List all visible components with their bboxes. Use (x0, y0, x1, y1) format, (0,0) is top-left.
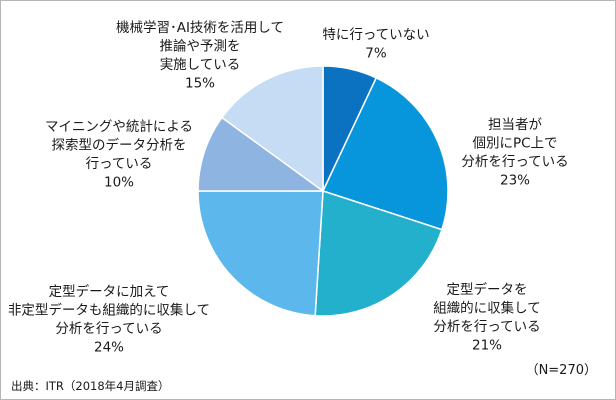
pie-slice-2 (321, 76, 449, 231)
source-note: 出典：ITR（2018年4月調査） (11, 379, 170, 393)
slice-label-line: マイニングや統計による (45, 119, 193, 135)
slice-label-5: マイニングや統計による探索型のデータ分析を行っている 10% (45, 119, 193, 191)
pie-slice-6 (220, 65, 324, 193)
pie-slice-4 (197, 190, 324, 317)
slice-label-line: 分析を行っている (461, 154, 568, 170)
slice-value-label: 24% (94, 340, 124, 356)
slice-label-line: 担当者が (488, 117, 542, 133)
sample-size-note: （N=270） (525, 363, 597, 378)
slice-value-label: 7% (365, 46, 387, 62)
slice-label-6: 機械学習･AI技術を活用して推論や予測を実施している 15% (116, 20, 284, 92)
slice-value-label: 21% (472, 338, 502, 354)
slice-label-line: 分析を行っている (55, 321, 162, 337)
slice-label-line: 特に行っていない (322, 27, 429, 43)
slice-label-2: 担当者が個別にPC上で分析を行っている 23% (461, 117, 568, 189)
slice-value-label: 23% (500, 173, 530, 189)
slice-label-line: 推論や予測を (160, 39, 241, 55)
slice-label-1: 特に行っていない 7% (322, 27, 429, 62)
slice-label-line: 定型データに加えて (49, 283, 170, 300)
pie-slice-5 (197, 116, 326, 192)
slice-label-line: 機械学習･AI技術を活用して (116, 20, 284, 36)
slice-label-line: 探索型のデータ分析を (52, 137, 187, 154)
slice-label-line: 行っている (86, 156, 153, 172)
pie-slice-3 (314, 189, 443, 317)
pie-slices (197, 65, 449, 317)
pie-labels: 特に行っていない 7%担当者が個別にPC上で分析を行っている 23%定型データを組織… (8, 20, 569, 356)
slice-label-line: 個別にPC上で (472, 136, 557, 152)
slice-label-line: 定型データを (447, 281, 528, 298)
slice-label-4: 定型データに加えて非定型データも組織的に収集して分析を行っている 24% (8, 283, 210, 356)
slice-label-line: 非定型データも組織的に収集して (8, 302, 210, 319)
slice-value-label: 15% (185, 76, 215, 92)
slice-label-3: 定型データを組織的に収集して分析を行っている 21% (433, 281, 541, 354)
slice-value-label: 10% (104, 175, 134, 191)
slice-label-line: 組織的に収集して (433, 301, 541, 317)
slice-label-line: 実施している (160, 57, 241, 73)
slice-label-line: 分析を行っている (433, 319, 540, 335)
